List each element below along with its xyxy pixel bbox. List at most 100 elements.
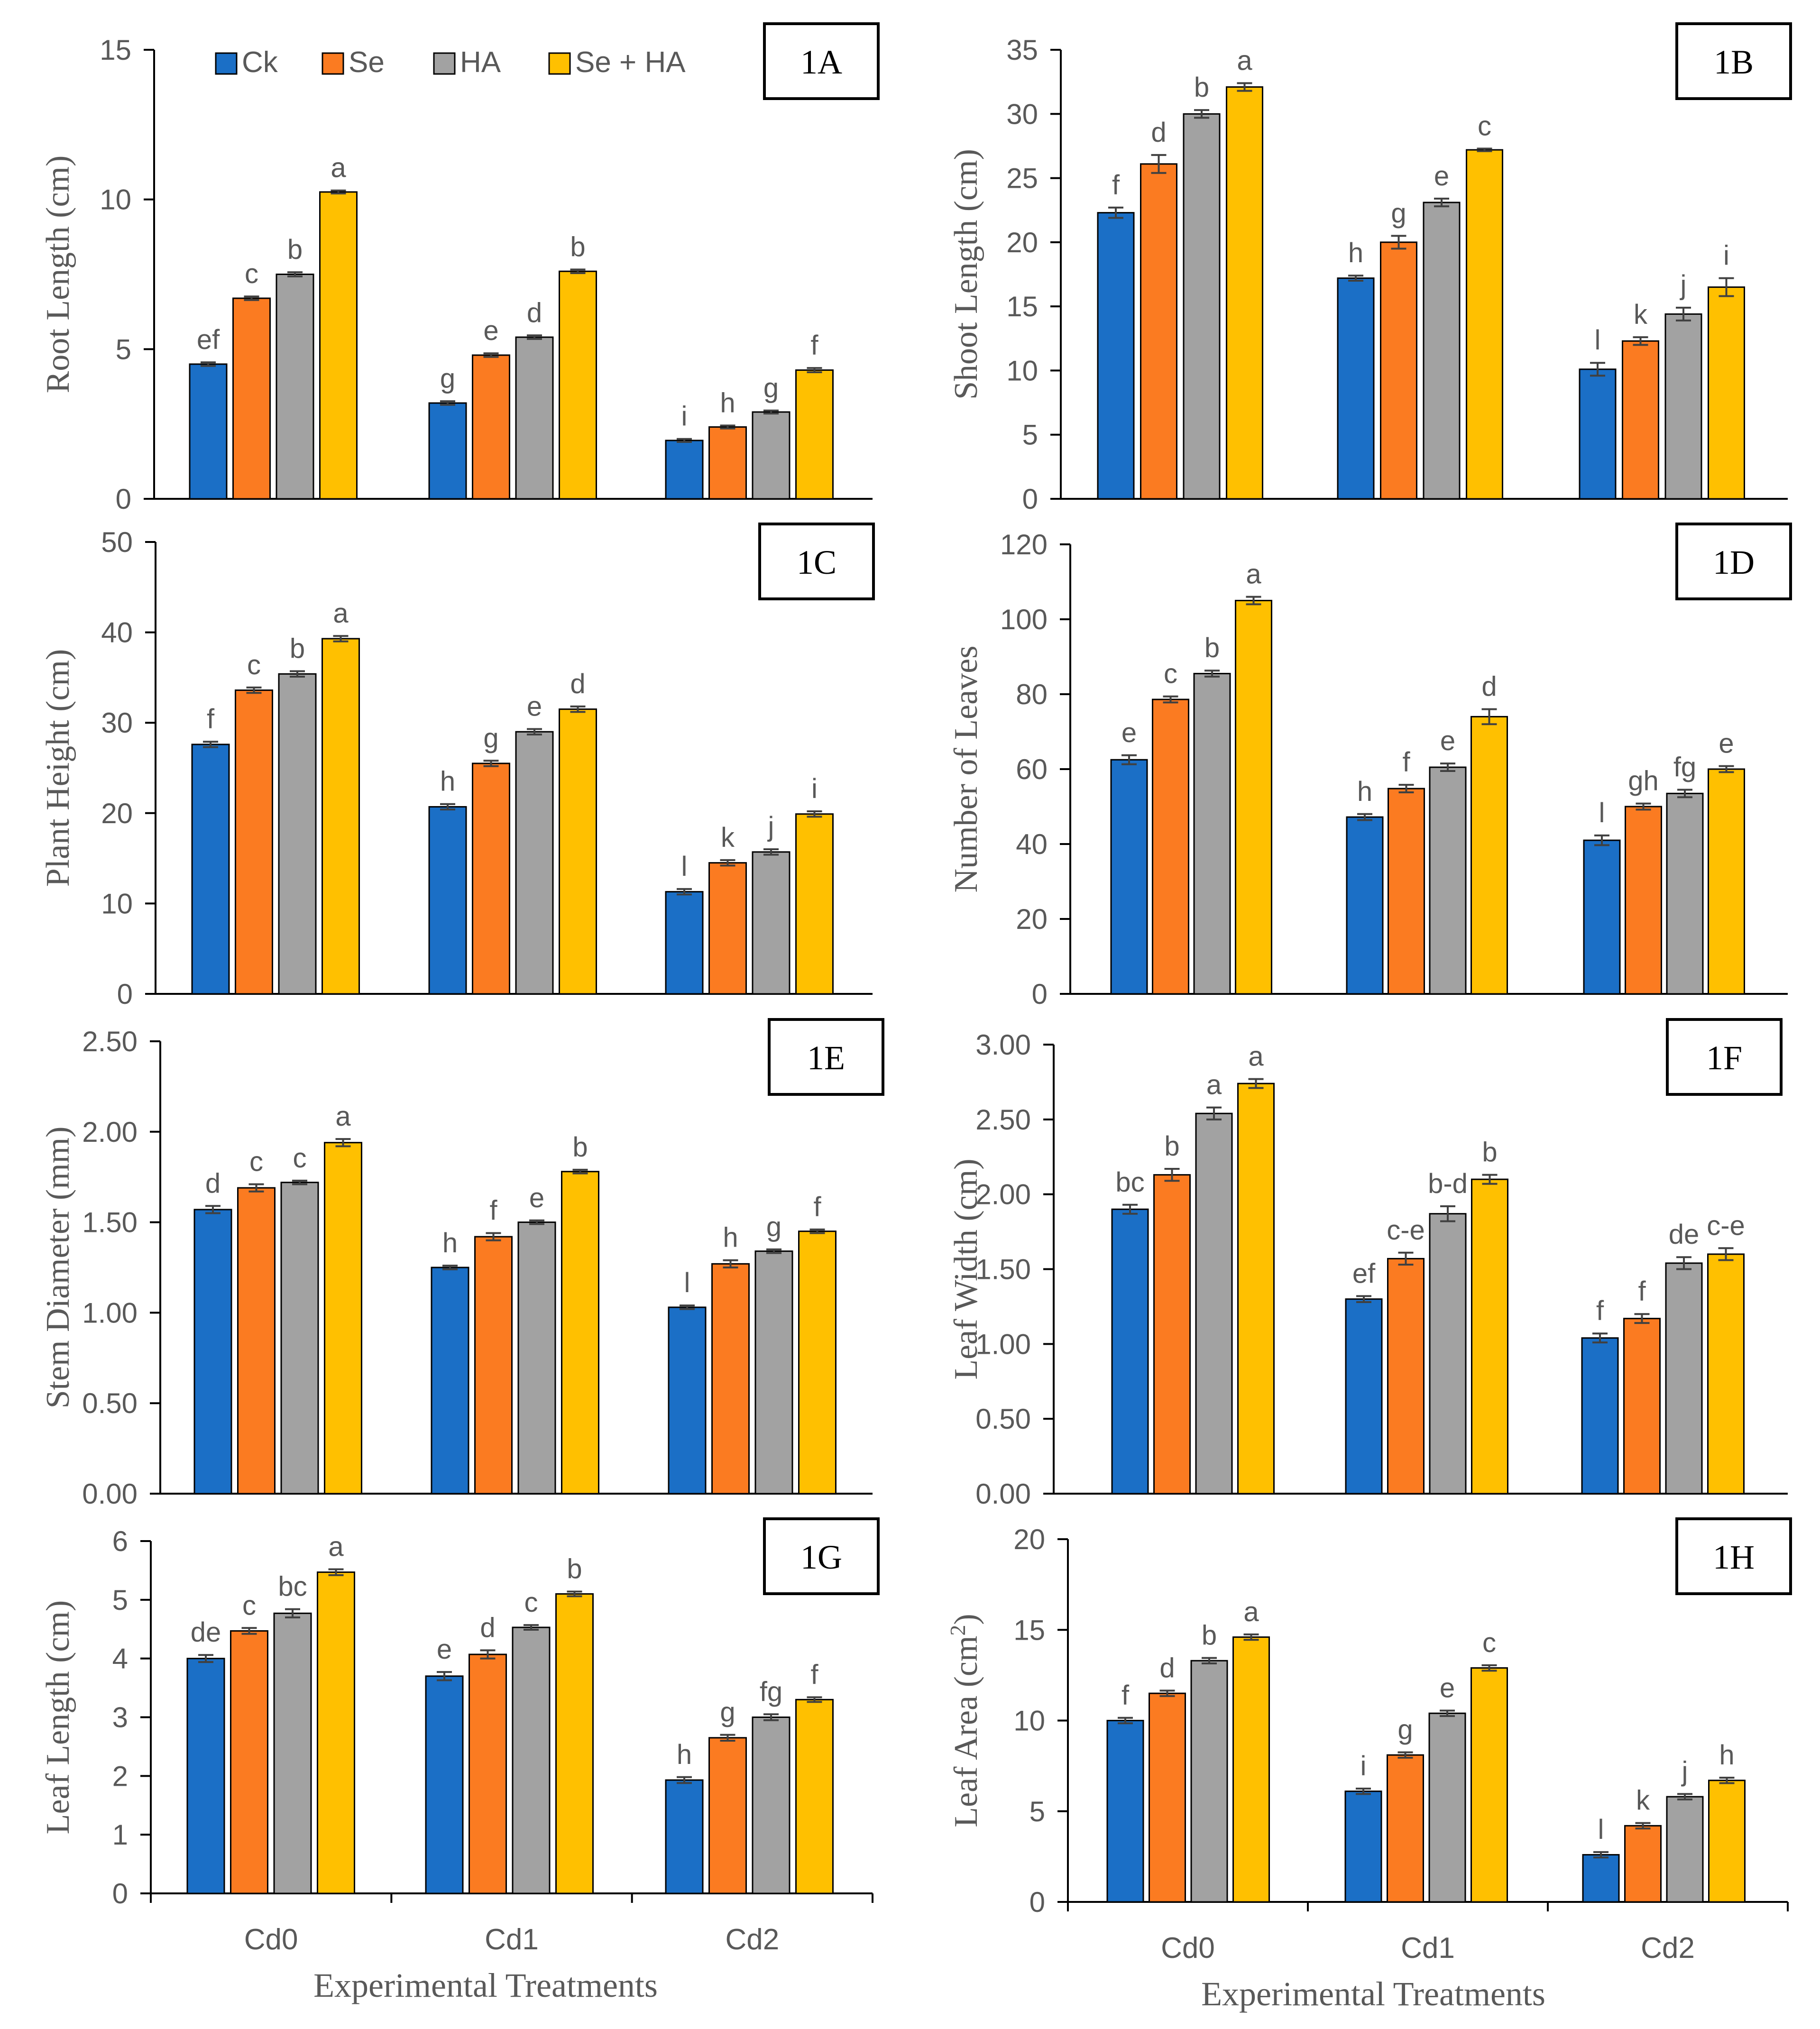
bar: [319, 191, 358, 500]
bar: [230, 1630, 268, 1894]
bar: [708, 862, 747, 995]
panel-label-box: [763, 22, 880, 100]
x-tick-label: Cd2: [725, 1923, 779, 1956]
bar: [1345, 1298, 1383, 1495]
bar: [1428, 1712, 1466, 1903]
significance-letter: e: [1719, 728, 1734, 759]
bar: [1110, 759, 1148, 995]
chart-panel-1f: 0.00 0.50 1.00 1.50 2.00 2.50 3.00 Leaf Width (…: [948, 1018, 1788, 1510]
panel-label-box: [1675, 22, 1792, 100]
bar: [668, 1306, 707, 1495]
significance-letter: b-d: [1428, 1168, 1468, 1199]
significance-letter: b: [1194, 72, 1209, 103]
y-axis-title: Number of Leaves: [948, 646, 984, 893]
significance-letter: de: [1669, 1219, 1700, 1250]
y-axis-title: Root Length (cm): [40, 156, 76, 394]
significance-letter: k: [721, 822, 735, 853]
significance-letter: c: [245, 258, 258, 289]
bar: [754, 1250, 793, 1495]
y-tick-label: 1.50: [975, 1254, 1031, 1285]
bar: [1623, 1318, 1661, 1495]
significance-letter: g: [440, 363, 455, 394]
panel-label: 1B: [1714, 43, 1754, 81]
significance-letter: l: [1599, 798, 1605, 828]
significance-letter: b: [570, 231, 585, 262]
significance-letter: f: [1596, 1295, 1604, 1326]
y-tick-label: 60: [1016, 753, 1048, 785]
significance-letter: l: [681, 851, 688, 882]
significance-letter: d: [1159, 1653, 1175, 1683]
significance-letter: i: [681, 401, 688, 432]
bar: [193, 1209, 232, 1495]
significance-letter: e: [527, 691, 542, 722]
bar: [1235, 600, 1272, 995]
significance-letter: f: [1638, 1276, 1646, 1307]
bar: [1707, 1253, 1745, 1495]
significance-letter: i: [1723, 240, 1729, 271]
significance-letter: h: [1357, 776, 1372, 807]
significance-letter: b: [1204, 633, 1220, 663]
significance-letter: a: [335, 1101, 351, 1132]
legend-label: Ck: [242, 46, 278, 79]
significance-letter: e: [1121, 717, 1137, 748]
significance-letter: c: [249, 1146, 263, 1177]
legend-swatch: [215, 52, 238, 75]
y-axis-title: Shoot Length (cm): [948, 149, 984, 400]
panel-label-box: [763, 1517, 880, 1595]
y-tick-label: 0.00: [975, 1478, 1031, 1510]
significance-letter: c: [524, 1587, 538, 1618]
bar: [561, 1171, 599, 1495]
bar: [1471, 716, 1508, 995]
y-tick-label: 2.00: [975, 1179, 1031, 1211]
legend-label: Se: [349, 46, 385, 79]
x-axis-title: Experimental Treatments: [313, 1966, 658, 2004]
significance-letter: d: [1151, 117, 1166, 148]
bar: [752, 411, 791, 500]
y-axis-title: Leaf Width (cm): [948, 1158, 984, 1379]
bar: [1152, 698, 1189, 995]
y-tick-label: 80: [1016, 679, 1048, 710]
bar: [276, 274, 314, 500]
bar: [1423, 202, 1461, 500]
significance-letter: g: [1391, 198, 1406, 229]
bar: [232, 297, 271, 500]
bar: [515, 731, 554, 995]
significance-letter: e: [483, 315, 498, 346]
significance-letter: l: [684, 1267, 690, 1298]
significance-letter: c: [247, 650, 261, 680]
significance-letter: b: [1482, 1137, 1497, 1168]
significance-letter: d: [480, 1612, 495, 1643]
significance-letter: d: [570, 669, 585, 699]
significance-letter: l: [1595, 325, 1601, 356]
bar: [1387, 1258, 1425, 1495]
bar: [189, 363, 228, 500]
bar: [1582, 1854, 1620, 1903]
significance-letter: e: [437, 1634, 452, 1665]
significance-letter: a: [1206, 1070, 1222, 1101]
bar: [428, 806, 467, 995]
bar: [665, 440, 704, 500]
significance-letter: c: [1482, 1627, 1496, 1658]
bar: [1666, 1796, 1704, 1903]
significance-letter: i: [811, 773, 818, 804]
significance-letter: h: [442, 1228, 458, 1258]
significance-letter: g: [763, 373, 779, 404]
bar: [1429, 766, 1467, 995]
bar: [1666, 792, 1704, 995]
panel-label-box: [758, 523, 875, 600]
bar: [1388, 788, 1425, 995]
significance-letter: c: [242, 1590, 256, 1621]
significance-letter: ef: [197, 324, 220, 355]
x-tick-label: Cd0: [1161, 1932, 1215, 1965]
significance-letter: g: [1397, 1714, 1413, 1745]
bar: [280, 1182, 319, 1495]
significance-letter: b: [287, 234, 303, 265]
y-axis-title: Leaf Length (cm): [40, 1600, 76, 1835]
bar: [191, 744, 230, 995]
significance-letter: i: [1360, 1751, 1367, 1781]
bar: [512, 1626, 551, 1894]
y-tick-label: 0: [1022, 483, 1038, 515]
bar: [425, 1675, 464, 1894]
